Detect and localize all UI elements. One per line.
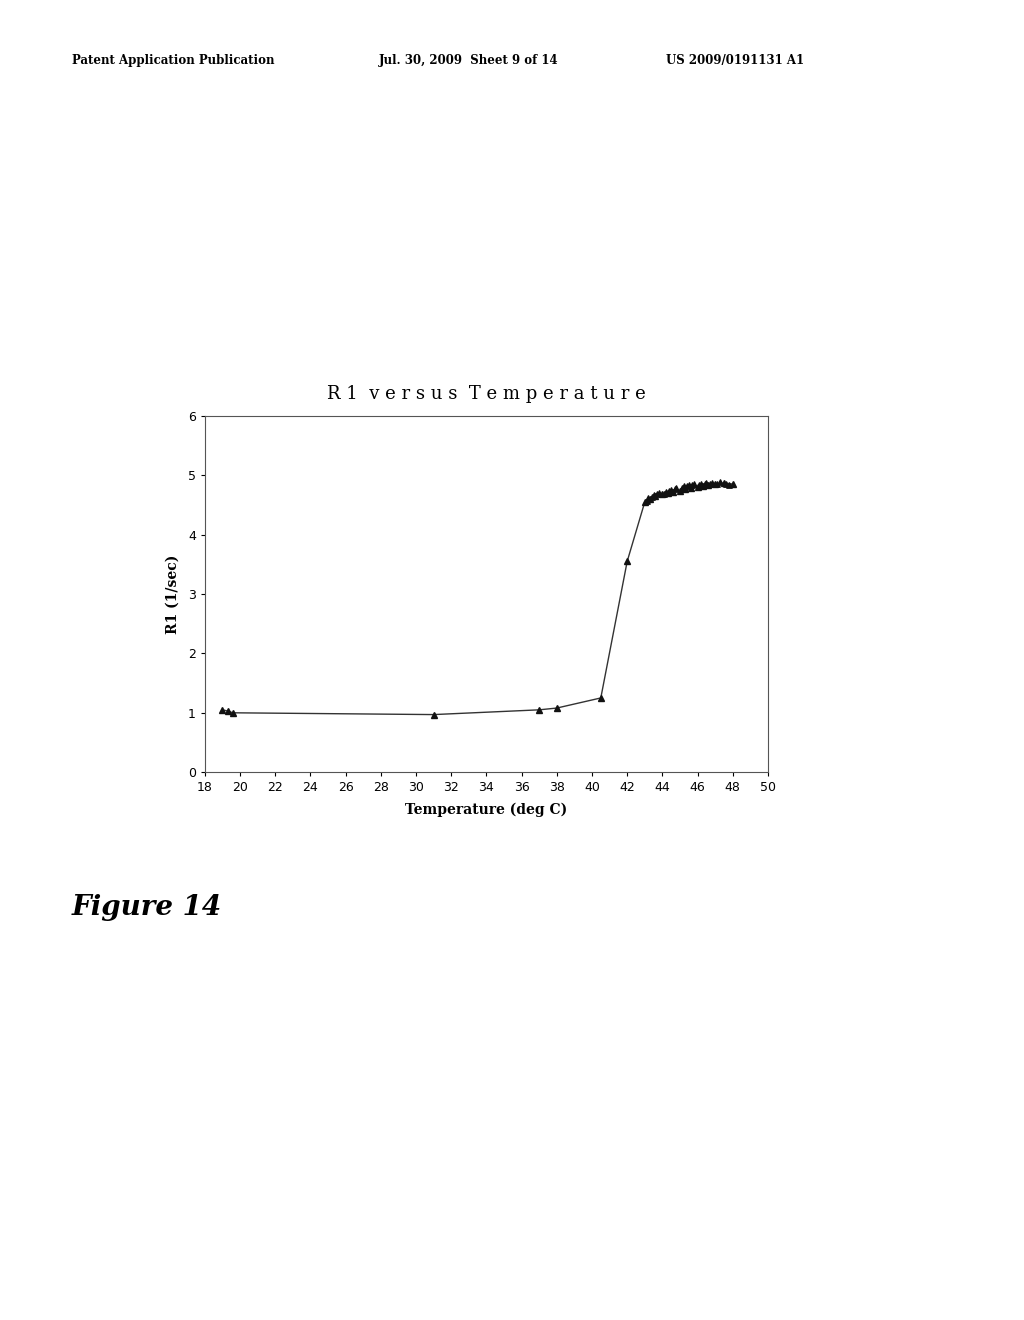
Point: [662, 480, 678, 502]
Point: [650, 482, 667, 503]
X-axis label: Temperature (deg C): Temperature (deg C): [406, 803, 567, 817]
Point: [686, 474, 702, 495]
Point: [645, 484, 662, 506]
Title: R 1  v e r s u s  T e m p e r a t u r e: R 1 v e r s u s T e m p e r a t u r e: [327, 385, 646, 403]
Point: [681, 475, 697, 496]
Text: Jul. 30, 2009  Sheet 9 of 14: Jul. 30, 2009 Sheet 9 of 14: [379, 54, 558, 67]
Point: [701, 474, 718, 495]
Point: [693, 474, 710, 495]
Text: Figure 14: Figure 14: [72, 894, 222, 921]
Text: Patent Application Publication: Patent Application Publication: [72, 54, 274, 67]
Point: [718, 473, 734, 494]
Point: [698, 473, 715, 494]
Point: [667, 479, 683, 500]
Point: [709, 473, 725, 494]
Y-axis label: R1 (1/sec): R1 (1/sec): [166, 554, 179, 634]
Text: US 2009/0191131 A1: US 2009/0191131 A1: [666, 54, 804, 67]
Point: [713, 471, 729, 492]
Point: [663, 479, 679, 500]
Point: [638, 490, 654, 511]
Point: [657, 482, 674, 503]
Point: [696, 473, 713, 494]
Point: [703, 473, 720, 494]
Point: [640, 487, 656, 508]
Point: [691, 475, 708, 496]
Point: [649, 483, 666, 504]
Point: [644, 486, 660, 507]
Point: [656, 483, 673, 504]
Point: [684, 474, 700, 495]
Point: [674, 477, 690, 498]
Point: [669, 478, 685, 499]
Point: [679, 475, 695, 496]
Point: [676, 477, 692, 498]
Point: [721, 474, 737, 495]
